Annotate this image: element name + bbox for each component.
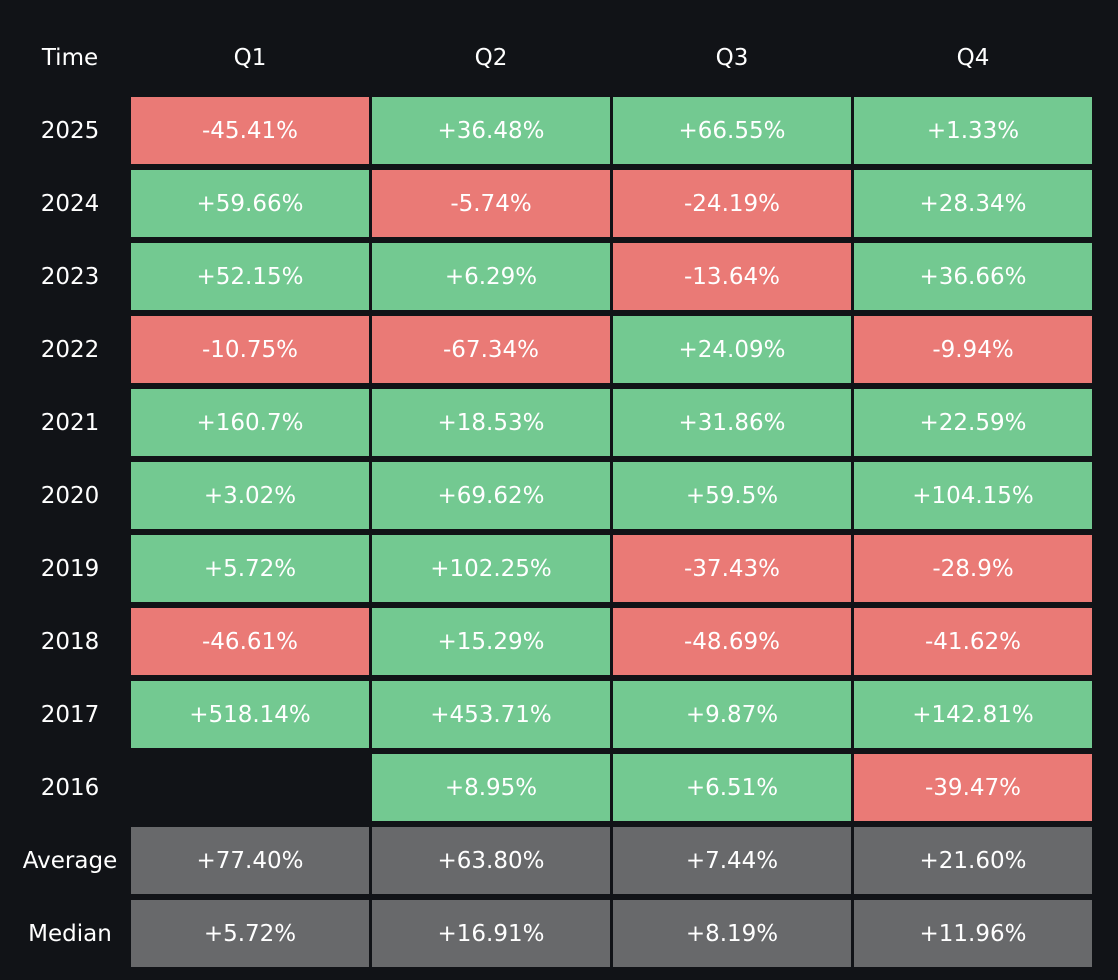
return-cell: -46.61% <box>131 608 369 675</box>
empty-cell <box>131 754 369 821</box>
return-cell: +28.34% <box>854 170 1092 237</box>
return-cell: -28.9% <box>854 535 1092 602</box>
row-label: Median <box>28 920 112 947</box>
return-cell: -13.64% <box>613 243 851 310</box>
return-cell: +18.53% <box>372 389 610 456</box>
return-cell: +160.7% <box>131 389 369 456</box>
summary-cell: +21.60% <box>854 827 1092 894</box>
return-cell: -9.94% <box>854 316 1092 383</box>
return-cell: +69.62% <box>372 462 610 529</box>
return-cell: +9.87% <box>613 681 851 748</box>
return-cell: +3.02% <box>131 462 369 529</box>
return-cell: +59.5% <box>613 462 851 529</box>
row-label: 2020 <box>40 482 100 509</box>
return-cell: +6.29% <box>372 243 610 310</box>
row-label: 2024 <box>40 190 100 217</box>
return-cell: -67.34% <box>372 316 610 383</box>
return-cell: -10.75% <box>131 316 369 383</box>
summary-cell: +16.91% <box>372 900 610 967</box>
row-label: Average <box>22 847 118 874</box>
row-label: 2016 <box>40 774 100 801</box>
return-cell: +142.81% <box>854 681 1092 748</box>
return-cell: +59.66% <box>131 170 369 237</box>
return-cell: -24.19% <box>613 170 851 237</box>
return-cell: +36.48% <box>372 97 610 164</box>
summary-cell: +11.96% <box>854 900 1092 967</box>
column-header: Time <box>41 45 99 71</box>
row-label: 2019 <box>40 555 100 582</box>
row-label: 2021 <box>40 409 100 436</box>
return-cell: -48.69% <box>613 608 851 675</box>
return-cell: +52.15% <box>131 243 369 310</box>
row-label: 2025 <box>40 117 100 144</box>
column-header: Q2 <box>474 45 508 71</box>
column-header: Q1 <box>233 45 267 71</box>
summary-cell: +7.44% <box>613 827 851 894</box>
row-label: 2022 <box>40 336 100 363</box>
return-cell: +518.14% <box>131 681 369 748</box>
return-cell: -5.74% <box>372 170 610 237</box>
return-cell: +104.15% <box>854 462 1092 529</box>
return-cell: -39.47% <box>854 754 1092 821</box>
return-cell: +453.71% <box>372 681 610 748</box>
column-header: Q3 <box>715 45 749 71</box>
summary-cell: +63.80% <box>372 827 610 894</box>
return-cell: +36.66% <box>854 243 1092 310</box>
return-cell: +8.95% <box>372 754 610 821</box>
return-cell: +102.25% <box>372 535 610 602</box>
column-header: Q4 <box>956 45 990 71</box>
row-label: 2023 <box>40 263 100 290</box>
return-cell: +22.59% <box>854 389 1092 456</box>
return-cell: -37.43% <box>613 535 851 602</box>
return-cell: -45.41% <box>131 97 369 164</box>
summary-cell: +8.19% <box>613 900 851 967</box>
return-cell: -41.62% <box>854 608 1092 675</box>
return-cell: +6.51% <box>613 754 851 821</box>
row-label: 2018 <box>40 628 100 655</box>
summary-cell: +77.40% <box>131 827 369 894</box>
row-label: 2017 <box>40 701 100 728</box>
return-cell: +66.55% <box>613 97 851 164</box>
return-cell: +15.29% <box>372 608 610 675</box>
return-cell: +5.72% <box>131 535 369 602</box>
summary-cell: +5.72% <box>131 900 369 967</box>
return-cell: +31.86% <box>613 389 851 456</box>
return-cell: +24.09% <box>613 316 851 383</box>
return-cell: +1.33% <box>854 97 1092 164</box>
